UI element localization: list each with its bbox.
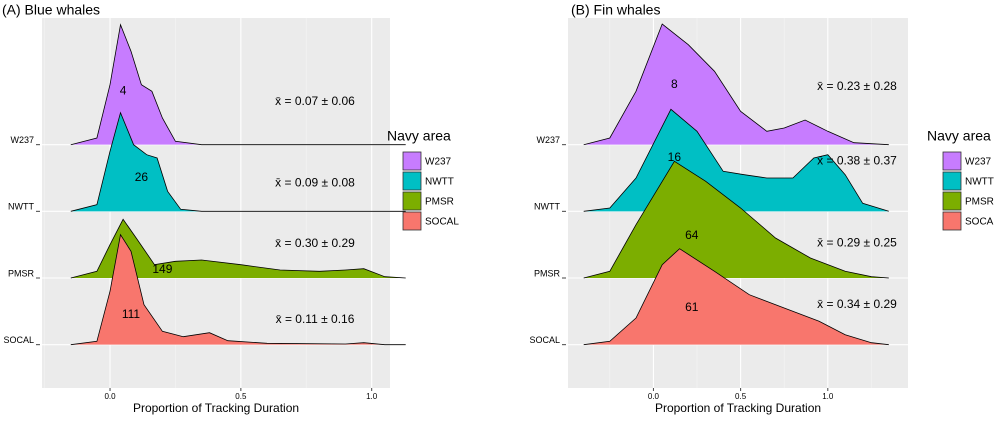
ridge-line: [70, 111, 406, 212]
chart-title: (B) Fin whales: [571, 2, 660, 18]
legend-label: NWTT: [965, 177, 994, 188]
legend-swatch: [402, 171, 422, 191]
legend-label: SOCAL: [425, 217, 459, 228]
count-label: 16: [668, 150, 682, 164]
x-axis-label: Proportion of Tracking Duration: [133, 401, 299, 415]
mean-label: x̄ = 0.38 ± 0.37: [817, 154, 897, 168]
legend-title: Navy area: [387, 128, 451, 144]
count-label: 64: [685, 228, 699, 242]
count-label: 8: [671, 77, 678, 91]
legend-swatch: [402, 211, 422, 231]
count-label: 149: [152, 262, 172, 276]
legend-label: W237: [425, 157, 452, 168]
x-tick-label: 1.0: [366, 392, 378, 401]
y-tick-label: W237: [10, 135, 34, 145]
y-tick-label: PMSR: [534, 268, 561, 278]
y-tick-label: W237: [536, 135, 560, 145]
legend-label: NWTT: [425, 177, 454, 188]
ridge-area: [70, 24, 406, 145]
mean-label: x̄ = 0.09 ± 0.08: [275, 176, 355, 190]
count-label: 26: [135, 170, 149, 184]
ridge-line: [583, 160, 889, 279]
legend-swatch: [942, 151, 962, 171]
mean-label: x̄ = 0.11 ± 0.16: [276, 312, 355, 326]
y-tick-label: SOCAL: [529, 335, 560, 345]
mean-label: x̄ = 0.29 ± 0.25: [817, 236, 897, 250]
legend-label: PMSR: [965, 197, 994, 208]
legend-swatch: [942, 211, 962, 231]
ridge-area: [583, 24, 889, 145]
legend-label: SOCAL: [965, 217, 994, 228]
mean-label: x̄ = 0.23 ± 0.28: [817, 79, 897, 93]
ridge-area: [583, 161, 889, 278]
x-axis-label: Proportion of Tracking Duration: [655, 401, 821, 415]
ridge-line: [70, 23, 406, 146]
y-tick-label: SOCAL: [3, 335, 34, 345]
chart-title: (A) Blue whales: [2, 2, 100, 18]
x-tick-label: 1.0: [822, 392, 834, 401]
x-tick-label: 0.5: [735, 392, 747, 401]
ridge-line: [70, 233, 406, 346]
legend-swatch: [942, 171, 962, 191]
legend-swatch: [402, 191, 422, 211]
legend-swatch: [942, 191, 962, 211]
count-label: 61: [685, 300, 699, 314]
mean-label: x̄ = 0.34 ± 0.29: [817, 297, 897, 311]
mean-label: x̄ = 0.07 ± 0.06: [275, 94, 355, 108]
y-tick-label: PMSR: [8, 268, 35, 278]
ridge-line: [70, 218, 406, 279]
count-label: 111: [122, 307, 141, 321]
y-tick-label: NWTT: [8, 202, 34, 212]
legend-label: PMSR: [425, 197, 454, 208]
y-tick-label: NWTT: [534, 202, 560, 212]
x-tick-label: 0.5: [235, 392, 247, 401]
x-tick-label: 0.0: [648, 392, 660, 401]
ridge-line: [583, 108, 889, 212]
ridge-area: [583, 248, 889, 345]
mean-label: x̄ = 0.30 ± 0.29: [275, 236, 355, 250]
legend-label: W237: [965, 157, 992, 168]
ridge-area: [70, 234, 406, 345]
legend-title: Navy area: [927, 128, 991, 144]
x-tick-label: 0.0: [104, 392, 116, 401]
ridge-line: [583, 23, 889, 146]
ridge-area: [70, 112, 406, 212]
plot-background: [42, 18, 390, 388]
count-label: 4: [120, 84, 127, 98]
ridge-line: [583, 248, 889, 346]
legend-swatch: [402, 151, 422, 171]
